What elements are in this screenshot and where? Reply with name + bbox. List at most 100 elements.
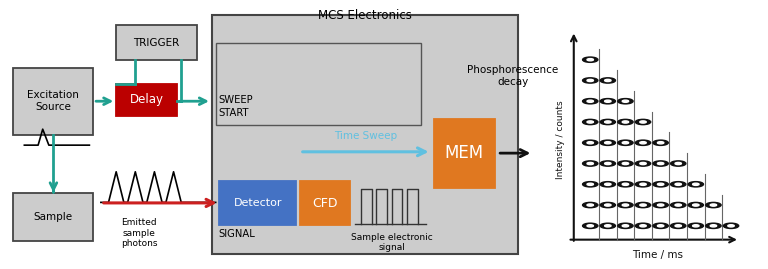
Circle shape: [723, 223, 739, 228]
Circle shape: [604, 183, 611, 185]
Circle shape: [604, 204, 611, 206]
Circle shape: [657, 225, 664, 227]
Circle shape: [622, 183, 629, 185]
Circle shape: [653, 182, 668, 187]
Circle shape: [657, 204, 664, 206]
Text: Delay: Delay: [130, 93, 164, 107]
Circle shape: [604, 79, 611, 82]
Circle shape: [583, 57, 598, 62]
Circle shape: [587, 162, 594, 165]
FancyBboxPatch shape: [434, 119, 495, 188]
Circle shape: [587, 225, 594, 227]
Circle shape: [640, 225, 646, 227]
Text: Time Sweep: Time Sweep: [334, 131, 397, 141]
Circle shape: [635, 161, 650, 166]
FancyBboxPatch shape: [220, 181, 296, 225]
FancyBboxPatch shape: [300, 181, 349, 225]
Circle shape: [670, 161, 686, 166]
Circle shape: [604, 225, 611, 227]
Circle shape: [587, 204, 594, 206]
Circle shape: [710, 225, 717, 227]
Circle shape: [600, 119, 615, 125]
Circle shape: [600, 161, 615, 166]
Circle shape: [583, 119, 598, 125]
Circle shape: [617, 182, 633, 187]
Text: Detector: Detector: [233, 198, 282, 208]
Circle shape: [622, 225, 629, 227]
Circle shape: [653, 223, 668, 228]
Text: Time / ms: Time / ms: [632, 250, 683, 260]
Circle shape: [583, 223, 598, 228]
FancyBboxPatch shape: [212, 15, 518, 254]
Circle shape: [583, 140, 598, 146]
Circle shape: [604, 121, 611, 123]
Circle shape: [693, 204, 699, 206]
Circle shape: [600, 202, 615, 208]
Circle shape: [688, 202, 703, 208]
FancyBboxPatch shape: [13, 193, 93, 241]
Circle shape: [622, 100, 629, 102]
Text: Excitation
Source: Excitation Source: [27, 90, 79, 112]
Circle shape: [604, 100, 611, 102]
Text: SWEEP
START: SWEEP START: [218, 95, 253, 118]
Circle shape: [640, 204, 646, 206]
Circle shape: [583, 78, 598, 83]
Circle shape: [635, 140, 650, 146]
Text: Emitted
sample
photons: Emitted sample photons: [121, 218, 157, 248]
Circle shape: [617, 98, 633, 104]
Circle shape: [604, 162, 611, 165]
Circle shape: [587, 79, 594, 82]
Text: Intensity / counts: Intensity / counts: [555, 101, 564, 179]
Circle shape: [622, 162, 629, 165]
Circle shape: [587, 142, 594, 144]
Circle shape: [587, 183, 594, 185]
Circle shape: [640, 142, 646, 144]
Circle shape: [693, 183, 699, 185]
Circle shape: [653, 161, 668, 166]
Circle shape: [617, 161, 633, 166]
Circle shape: [675, 183, 681, 185]
Circle shape: [675, 162, 681, 165]
Circle shape: [635, 202, 650, 208]
Circle shape: [657, 142, 664, 144]
Circle shape: [622, 121, 629, 123]
Circle shape: [706, 202, 721, 208]
Circle shape: [617, 140, 633, 146]
Circle shape: [600, 223, 615, 228]
Circle shape: [583, 98, 598, 104]
Circle shape: [728, 225, 734, 227]
Circle shape: [693, 225, 699, 227]
Circle shape: [657, 183, 664, 185]
Circle shape: [617, 202, 633, 208]
Text: SIGNAL: SIGNAL: [218, 229, 255, 239]
Circle shape: [640, 162, 646, 165]
Circle shape: [587, 59, 594, 61]
Text: Phosphorescence
decay: Phosphorescence decay: [467, 65, 558, 87]
Circle shape: [583, 161, 598, 166]
Circle shape: [670, 182, 686, 187]
FancyBboxPatch shape: [116, 84, 177, 116]
Circle shape: [583, 182, 598, 187]
Circle shape: [640, 183, 646, 185]
FancyBboxPatch shape: [116, 25, 197, 60]
Circle shape: [653, 202, 668, 208]
Text: TRIGGER: TRIGGER: [133, 38, 180, 48]
Circle shape: [710, 204, 717, 206]
Circle shape: [622, 142, 629, 144]
Circle shape: [600, 98, 615, 104]
Text: Sample electronic
signal: Sample electronic signal: [351, 233, 432, 252]
Circle shape: [583, 202, 598, 208]
Text: CFD: CFD: [312, 197, 337, 210]
Circle shape: [587, 121, 594, 123]
Circle shape: [653, 140, 668, 146]
Circle shape: [675, 225, 681, 227]
Circle shape: [600, 140, 615, 146]
Circle shape: [670, 202, 686, 208]
Circle shape: [635, 223, 650, 228]
Text: MCS Electronics: MCS Electronics: [318, 9, 412, 22]
Circle shape: [635, 119, 650, 125]
Circle shape: [622, 204, 629, 206]
Circle shape: [640, 121, 646, 123]
Circle shape: [688, 223, 703, 228]
Circle shape: [617, 223, 633, 228]
